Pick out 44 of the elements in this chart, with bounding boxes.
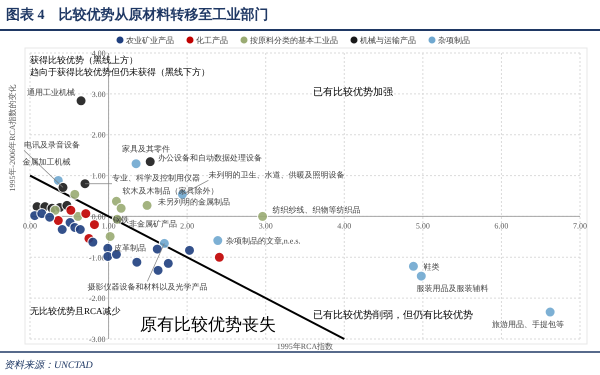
y-tick-label: 3.00 — [92, 90, 106, 99]
x-tick-label: 3.00 — [258, 221, 273, 230]
annotation: 已有比较优势加强 — [313, 86, 393, 98]
legend-label: 按原料分类的基本工业品 — [250, 36, 338, 45]
annotation: 鞋类 — [423, 262, 440, 272]
annotation: 未另列明的金属制品 — [158, 197, 230, 206]
y-tick-label: 4.00 — [92, 49, 106, 58]
annotation: 旅游用品、手提包等 — [492, 320, 564, 330]
annotation: 专业、科学及控制用仪器 — [112, 174, 200, 183]
x-tick-label: 5.00 — [416, 221, 430, 230]
x-tick-label: 7.00 — [573, 221, 587, 230]
annotation: 摄影仪器设备和材料以及光学产品 — [87, 282, 208, 292]
annotation: 已有比较优势削弱，但仍有比较优势 — [313, 309, 473, 321]
x-tick-label: 0.00 — [23, 221, 37, 230]
annotation: 无比较优势且RCA减少 — [30, 306, 121, 316]
annotation: 非金属矿产品 — [129, 219, 178, 228]
text: 资料来源：UNCTAD — [4, 359, 94, 371]
legend-label: 农业矿业产品 — [126, 36, 174, 45]
x-tick-label: 2.00 — [180, 221, 194, 230]
y-tick-label: -2.00 — [88, 294, 106, 304]
annotation: 未列明的卫生、水道、供暖及照明设备 — [208, 170, 344, 180]
annotation: 通用工业机械 — [27, 88, 76, 97]
y-axis-title: 1995年-2006年RCA指数的变化 — [8, 84, 17, 192]
annotation: 服装用品及服装辅料 — [416, 284, 488, 294]
chart-title: 图表 4 比较优势从原材料转移至工业部门 — [6, 6, 268, 23]
x-axis-title: 1995年RCA指数 — [276, 342, 334, 351]
annotation: 家具及其零件 — [122, 144, 170, 154]
annotation: 原有比较优势丧失 — [140, 315, 276, 334]
x-tick-label: 6.00 — [494, 221, 508, 230]
y-tick-label: 1.00 — [92, 172, 106, 181]
y-tick-label: 2.00 — [92, 130, 106, 140]
legend-label: 机械与运输产品 — [360, 36, 416, 45]
y-tick-label: -3.00 — [88, 335, 106, 344]
annotation: 杂项制品的文章,n.e.s. — [226, 236, 300, 246]
annotation: 皮革制品 — [114, 243, 146, 252]
annotation: 金属加工机械 — [22, 157, 70, 166]
legend-label: 化工产品 — [196, 36, 228, 45]
annotation: 电讯及录音设备 — [24, 140, 80, 150]
annotation: 趋向于获得比较优势但仍未获得（黑线下方） — [30, 67, 210, 77]
annotation: 办公设备和自动数据处理设备 — [158, 154, 262, 163]
annotation: 获得比较优势（黑线上方） — [30, 55, 138, 65]
x-tick-label: 4.00 — [337, 221, 352, 230]
annotation: 纺织纱线、织物等纺织品 — [272, 205, 361, 214]
legend-label: 杂项制品 — [438, 36, 470, 45]
